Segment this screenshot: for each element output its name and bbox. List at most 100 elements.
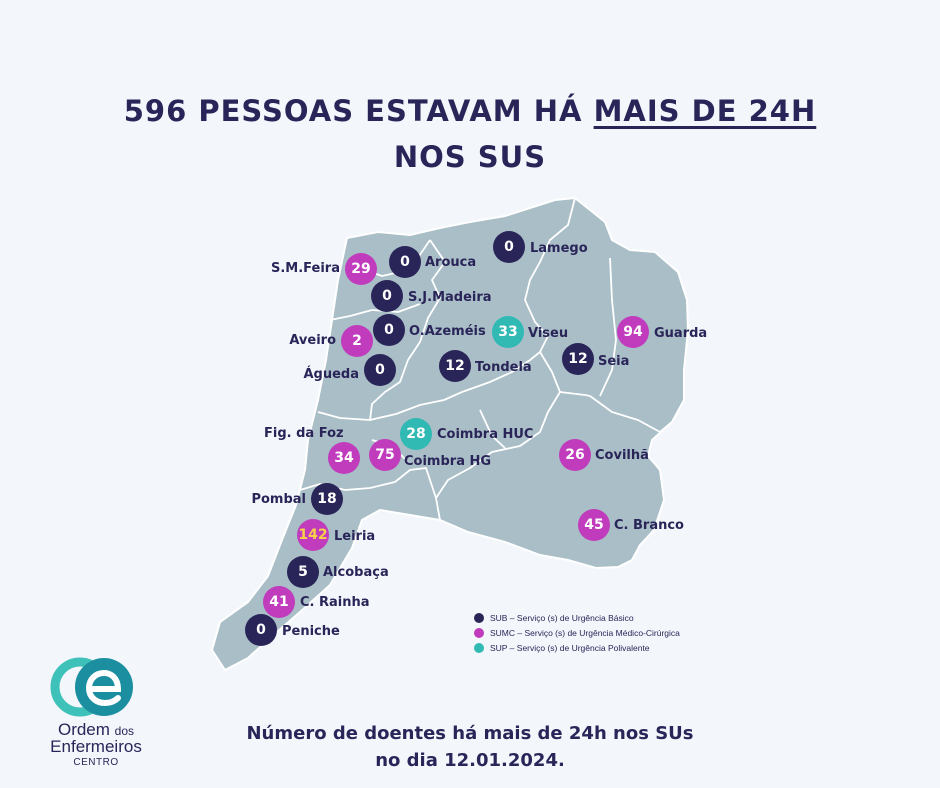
label-fig-da-foz: Fig. da Foz bbox=[264, 426, 344, 441]
marker-aveiro[interactable]: 2 bbox=[341, 325, 373, 357]
marker-value: 26 bbox=[565, 447, 585, 463]
marker-seia[interactable]: 12 bbox=[562, 343, 594, 375]
marker-peniche[interactable]: 0 bbox=[245, 614, 277, 646]
footer-caption: Número de doentes há mais de 24h nos SUs… bbox=[200, 720, 740, 774]
legend-label: SUMC – Serviço (s) de Urgência Médico-Ci… bbox=[490, 627, 680, 638]
title-line-1: 596 PESSOAS ESTAVAM HÁ MAIS DE 24H bbox=[0, 88, 940, 134]
label-guarda: Guarda bbox=[654, 326, 708, 341]
title-line-2: NOS SUS bbox=[393, 140, 547, 174]
marker-value: 28 bbox=[406, 426, 426, 442]
title-underlined: MAIS DE 24H bbox=[593, 94, 817, 128]
logo-text-line2: Enfermeiros bbox=[50, 737, 142, 756]
logo-dos: dos bbox=[114, 724, 135, 738]
marker-sj-madeira[interactable]: 0 bbox=[371, 280, 403, 312]
legend-dot-sumc bbox=[474, 627, 484, 638]
marker-value: 41 bbox=[269, 594, 289, 610]
marker-guarda[interactable]: 94 bbox=[617, 316, 649, 348]
label-coimbra-hg: Coimbra HG bbox=[404, 454, 492, 469]
label-arouca: Arouca bbox=[425, 255, 477, 270]
border-aveiro-viseu bbox=[369, 239, 446, 421]
marker-value: 12 bbox=[568, 351, 588, 367]
ordem-enfermeiros-logo: Ordem dos Enfermeiros CENTRO bbox=[36, 656, 156, 771]
page-title: 596 PESSOAS ESTAVAM HÁ MAIS DE 24H NOS S… bbox=[0, 88, 940, 180]
marker-value: 0 bbox=[400, 254, 410, 270]
legend-label: SUB – Serviço (s) de Urgência Básico bbox=[490, 612, 634, 623]
marker-coimbra-huc[interactable]: 28 bbox=[400, 418, 432, 450]
marker-pombal[interactable]: 18 bbox=[311, 483, 343, 515]
legend-item-sub: SUB – Serviço (s) de Urgência Básico bbox=[474, 610, 680, 625]
marker-value: 0 bbox=[375, 362, 385, 378]
logo-oe-icon bbox=[50, 657, 133, 717]
marker-lamego[interactable]: 0 bbox=[493, 231, 525, 263]
border-viseu-guarda bbox=[524, 197, 576, 353]
legend-dot-sup bbox=[474, 642, 484, 653]
label-seia: Seia bbox=[598, 354, 630, 369]
marker-value: 142 bbox=[298, 527, 328, 543]
label-o-azemeis: O.Azeméis bbox=[409, 324, 486, 339]
border-coimbra-cb bbox=[435, 391, 561, 521]
label-aveiro: Aveiro bbox=[289, 333, 336, 348]
label-lamego: Lamego bbox=[530, 241, 588, 256]
legend-label: SUP – Serviço (s) de Urgência Polivalent… bbox=[490, 642, 650, 653]
legend-item-sumc: SUMC – Serviço (s) de Urgência Médico-Ci… bbox=[474, 625, 680, 640]
marker-value: 12 bbox=[445, 358, 465, 374]
label-alcobaca: Alcobaça bbox=[323, 565, 389, 580]
footer-line-1: Número de doentes há mais de 24h nos SUs bbox=[246, 723, 694, 744]
marker-value: 29 bbox=[351, 261, 371, 277]
border-viseu-coimbra bbox=[461, 351, 561, 393]
logo-text-line3: CENTRO bbox=[73, 757, 119, 768]
marker-value: 0 bbox=[382, 288, 392, 304]
label-peniche: Peniche bbox=[282, 624, 340, 639]
legend-item-sup: SUP – Serviço (s) de Urgência Polivalent… bbox=[474, 640, 680, 655]
map-legend: SUB – Serviço (s) de Urgência Básico SUM… bbox=[474, 610, 680, 655]
marker-sm-feira[interactable]: 29 bbox=[345, 253, 377, 285]
marker-coimbra-hg[interactable]: 75 bbox=[369, 439, 401, 471]
marker-leiria[interactable]: 142 bbox=[297, 519, 329, 551]
border-inner-4 bbox=[599, 257, 617, 397]
label-c-branco: C. Branco bbox=[614, 518, 684, 533]
marker-viseu[interactable]: 33 bbox=[492, 316, 524, 348]
label-c-rainha: C. Rainha bbox=[300, 595, 370, 610]
marker-covilha[interactable]: 26 bbox=[559, 439, 591, 471]
marker-value: 5 bbox=[298, 564, 308, 580]
label-pombal: Pombal bbox=[251, 492, 306, 507]
marker-fig-da-foz[interactable]: 34 bbox=[328, 442, 360, 474]
marker-value: 0 bbox=[256, 622, 266, 638]
label-sm-feira: S.M.Feira bbox=[271, 261, 340, 276]
legend-dot-sub bbox=[474, 612, 484, 623]
marker-arouca[interactable]: 0 bbox=[389, 246, 421, 278]
label-viseu: Viseu bbox=[528, 326, 569, 341]
label-leiria: Leiria bbox=[334, 529, 376, 544]
border-inner-1 bbox=[329, 303, 421, 321]
marker-value: 34 bbox=[334, 450, 354, 466]
marker-c-rainha[interactable]: 41 bbox=[263, 586, 295, 618]
marker-c-branco[interactable]: 45 bbox=[578, 509, 610, 541]
label-tondela: Tondela bbox=[475, 360, 532, 375]
border-inner-3 bbox=[479, 409, 506, 449]
marker-value: 18 bbox=[317, 491, 337, 507]
marker-alcobaca[interactable]: 5 bbox=[287, 556, 319, 588]
district-borders bbox=[299, 197, 673, 521]
marker-value: 2 bbox=[352, 333, 362, 349]
marker-o-azemeis[interactable]: 0 bbox=[373, 314, 405, 346]
label-coimbra-huc: Coimbra HUC bbox=[437, 427, 534, 442]
region-shape bbox=[211, 197, 689, 671]
marker-value: 33 bbox=[498, 324, 518, 340]
border-aveiro-coimbra bbox=[317, 391, 463, 421]
logo-ordem: Ordem bbox=[57, 720, 110, 739]
marker-value: 75 bbox=[375, 447, 395, 463]
marker-value: 94 bbox=[623, 324, 643, 340]
label-sj-madeira: S.J.Madeira bbox=[408, 290, 492, 305]
label-agueda: Águeda bbox=[303, 367, 359, 382]
label-covilha: Covilhã bbox=[595, 448, 649, 463]
marker-agueda[interactable]: 0 bbox=[364, 354, 396, 386]
logo-text-line1: Ordem dos bbox=[36, 720, 156, 739]
marker-value: 0 bbox=[504, 239, 514, 255]
marker-value: 0 bbox=[384, 322, 394, 338]
marker-value: 45 bbox=[584, 517, 604, 533]
marker-tondela[interactable]: 12 bbox=[439, 350, 471, 382]
border-guarda-cb bbox=[589, 395, 673, 433]
title-prefix: 596 PESSOAS ESTAVAM HÁ bbox=[123, 94, 594, 128]
border-seia bbox=[559, 391, 591, 397]
